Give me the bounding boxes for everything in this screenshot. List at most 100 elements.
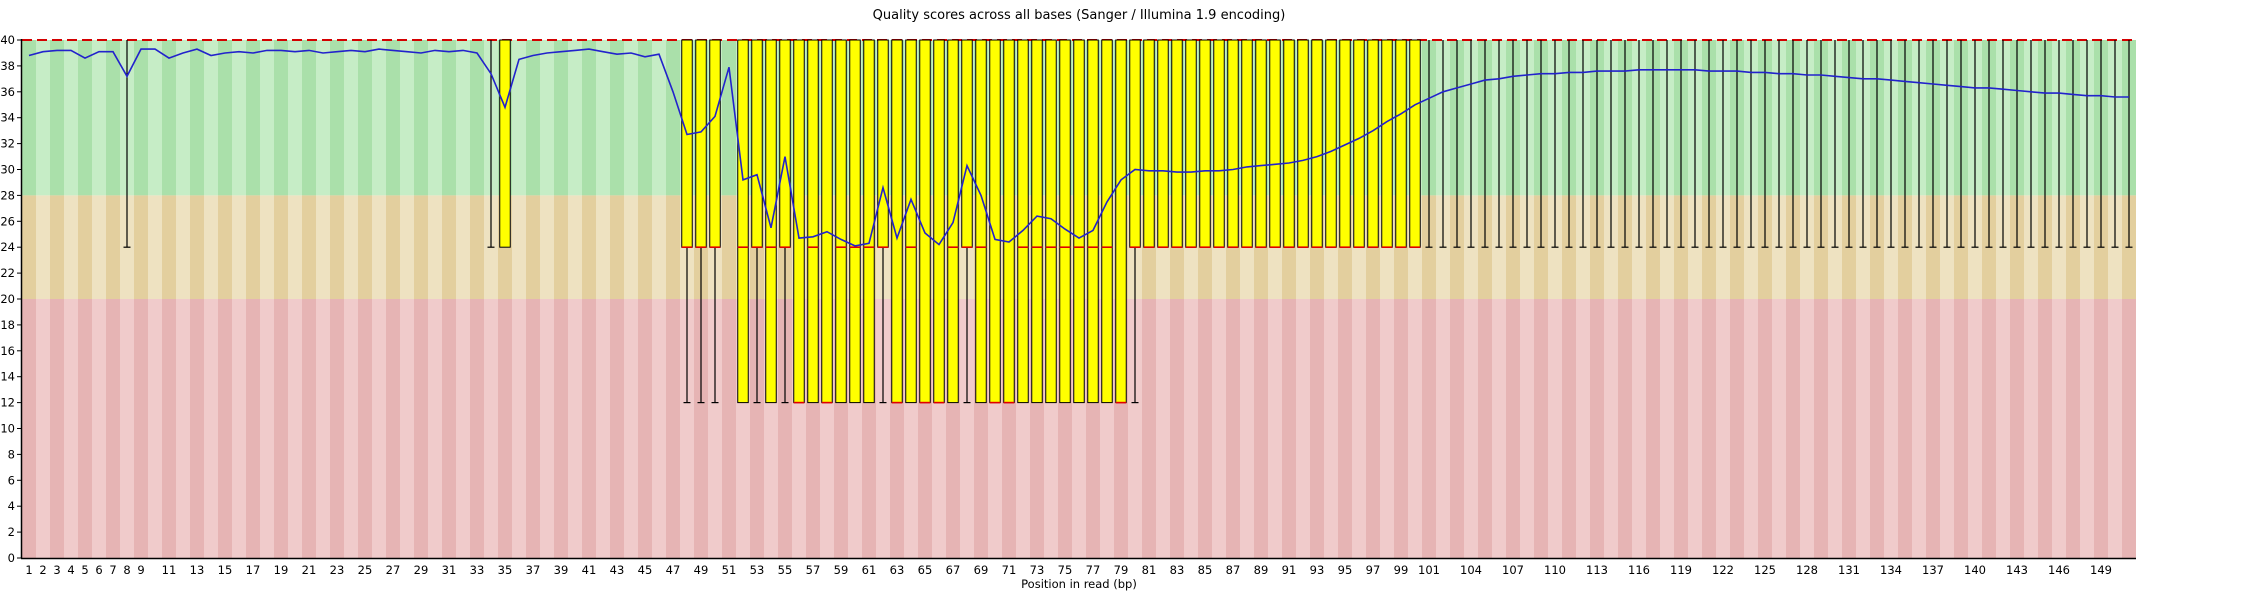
svg-text:12: 12 — [0, 396, 15, 410]
svg-text:49: 49 — [694, 563, 709, 577]
svg-text:47: 47 — [666, 563, 681, 577]
svg-text:45: 45 — [638, 563, 653, 577]
x-axis-tick-labels: 1 2 3 4 5 6 7 8 9 11 13 15 17 19 21 23 25 27 29 31 33 35 37 39 4… — [25, 563, 2112, 577]
svg-text:55: 55 — [778, 563, 793, 577]
svg-text:110: 110 — [1544, 563, 1566, 577]
svg-text:39: 39 — [554, 563, 569, 577]
axes — [20, 39, 2136, 560]
svg-text:10: 10 — [0, 422, 15, 436]
svg-text:53: 53 — [750, 563, 765, 577]
svg-text:33: 33 — [470, 563, 485, 577]
svg-text:149: 149 — [2090, 563, 2112, 577]
x-axis-title: Position in read (bp) — [1021, 577, 1137, 591]
svg-text:29: 29 — [414, 563, 429, 577]
svg-text:31: 31 — [442, 563, 457, 577]
svg-text:18: 18 — [0, 318, 15, 332]
svg-text:14: 14 — [0, 370, 15, 384]
svg-text:32: 32 — [0, 137, 15, 151]
svg-text:35: 35 — [498, 563, 513, 577]
svg-text:37: 37 — [526, 563, 541, 577]
svg-text:19: 19 — [274, 563, 289, 577]
svg-text:21: 21 — [302, 563, 317, 577]
svg-text:27: 27 — [386, 563, 401, 577]
svg-text:79: 79 — [1114, 563, 1129, 577]
svg-text:4: 4 — [8, 499, 15, 513]
svg-text:11: 11 — [162, 563, 177, 577]
svg-text:36: 36 — [0, 85, 15, 99]
svg-text:51: 51 — [722, 563, 737, 577]
svg-text:6: 6 — [8, 473, 15, 487]
svg-text:87: 87 — [1226, 563, 1241, 577]
quartile-boxes — [499, 39, 1421, 404]
svg-text:7: 7 — [109, 563, 116, 577]
svg-text:77: 77 — [1086, 563, 1101, 577]
svg-text:93: 93 — [1310, 563, 1325, 577]
svg-text:125: 125 — [1754, 563, 1776, 577]
svg-text:81: 81 — [1142, 563, 1157, 577]
svg-text:140: 140 — [1964, 563, 1986, 577]
svg-text:95: 95 — [1338, 563, 1353, 577]
svg-text:9: 9 — [137, 563, 144, 577]
svg-text:59: 59 — [834, 563, 849, 577]
svg-text:34: 34 — [0, 111, 15, 125]
svg-text:97: 97 — [1366, 563, 1381, 577]
svg-text:22: 22 — [0, 266, 15, 280]
svg-text:85: 85 — [1198, 563, 1213, 577]
svg-text:6: 6 — [95, 563, 102, 577]
svg-text:131: 131 — [1838, 563, 1860, 577]
svg-text:63: 63 — [890, 563, 905, 577]
svg-text:4: 4 — [67, 563, 74, 577]
svg-text:23: 23 — [330, 563, 345, 577]
svg-text:69: 69 — [974, 563, 989, 577]
svg-text:38: 38 — [0, 59, 15, 73]
svg-text:43: 43 — [610, 563, 625, 577]
svg-text:128: 128 — [1796, 563, 1818, 577]
svg-text:113: 113 — [1586, 563, 1608, 577]
svg-text:61: 61 — [862, 563, 877, 577]
svg-text:25: 25 — [358, 563, 373, 577]
svg-text:146: 146 — [2048, 563, 2070, 577]
svg-text:104: 104 — [1460, 563, 1482, 577]
svg-text:26: 26 — [0, 214, 15, 228]
mean-quality-line — [28, 48, 2129, 247]
svg-text:40: 40 — [0, 33, 15, 47]
svg-text:3: 3 — [53, 563, 60, 577]
svg-text:143: 143 — [2006, 563, 2028, 577]
svg-text:2: 2 — [39, 563, 46, 577]
svg-text:101: 101 — [1418, 563, 1440, 577]
median-lines — [681, 246, 1421, 404]
svg-text:2: 2 — [8, 525, 15, 539]
svg-text:1: 1 — [25, 563, 32, 577]
svg-text:67: 67 — [946, 563, 961, 577]
svg-text:8: 8 — [123, 563, 130, 577]
svg-text:20: 20 — [0, 292, 15, 306]
svg-text:71: 71 — [1002, 563, 1017, 577]
svg-text:73: 73 — [1030, 563, 1045, 577]
svg-text:75: 75 — [1058, 563, 1073, 577]
svg-text:116: 116 — [1628, 563, 1650, 577]
svg-text:57: 57 — [806, 563, 821, 577]
svg-text:91: 91 — [1282, 563, 1297, 577]
chart-title: Quality scores across all bases (Sanger … — [872, 8, 1286, 23]
svg-text:137: 137 — [1922, 563, 1944, 577]
svg-text:41: 41 — [582, 563, 597, 577]
svg-text:122: 122 — [1712, 563, 1734, 577]
svg-text:17: 17 — [246, 563, 261, 577]
svg-text:107: 107 — [1502, 563, 1524, 577]
svg-text:15: 15 — [218, 563, 233, 577]
whiskers — [123, 40, 2133, 404]
svg-text:0: 0 — [8, 551, 15, 565]
svg-text:119: 119 — [1670, 563, 1692, 577]
svg-text:83: 83 — [1170, 563, 1185, 577]
svg-text:16: 16 — [0, 344, 15, 358]
svg-text:65: 65 — [918, 563, 933, 577]
svg-text:24: 24 — [0, 240, 15, 254]
svg-text:134: 134 — [1880, 563, 1902, 577]
svg-text:89: 89 — [1254, 563, 1269, 577]
svg-text:13: 13 — [190, 563, 205, 577]
svg-text:8: 8 — [8, 447, 15, 461]
svg-text:28: 28 — [0, 188, 15, 202]
